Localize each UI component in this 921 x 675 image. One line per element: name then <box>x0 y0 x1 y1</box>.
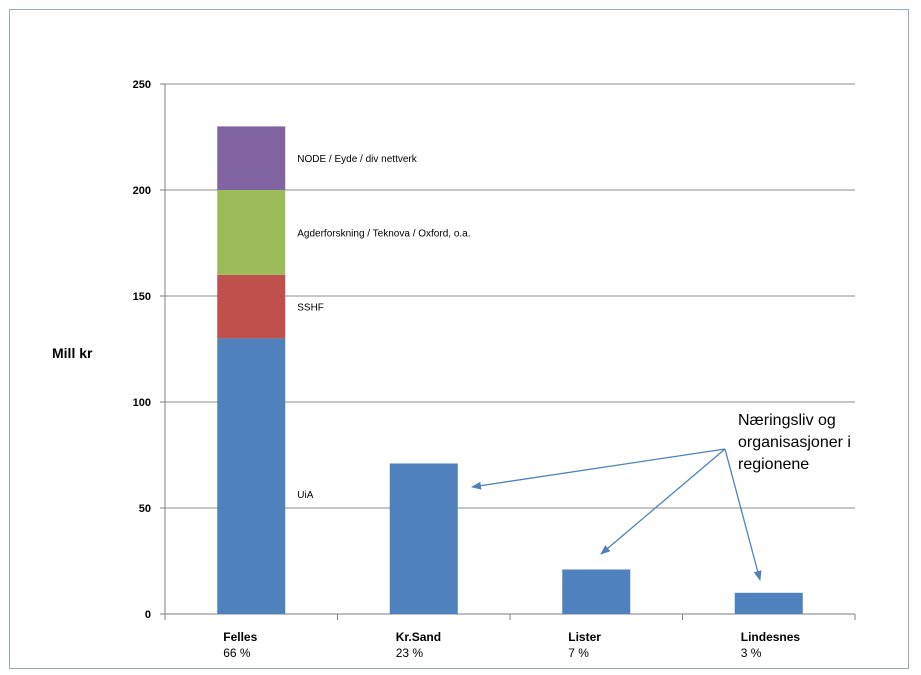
y-tick-label: 150 <box>133 291 151 303</box>
x-category-label: Felles <box>223 630 257 644</box>
segment-label: NODE / Eyde / div nettverk <box>297 154 417 165</box>
y-tick-label: 100 <box>133 397 151 409</box>
annotation-arrow <box>471 448 726 490</box>
annotation-arrow <box>600 448 726 555</box>
bar-krsand <box>389 463 458 614</box>
annotation-arrow <box>724 448 762 581</box>
x-category-label: Kr.Sand <box>396 630 441 644</box>
segment-label: UiA <box>297 490 313 501</box>
annotation-text: Næringsliv og <box>738 412 836 429</box>
y-tick-label: 250 <box>133 79 151 91</box>
bar-segment-sshf <box>217 274 286 339</box>
annotation-text: organisasjoner i <box>738 434 851 451</box>
bar-lister <box>562 569 631 614</box>
y-axis-label: Mill kr <box>52 345 93 361</box>
x-category-percent: 23 % <box>396 646 424 660</box>
y-tick-label: 200 <box>133 185 151 197</box>
x-category-percent: 7 % <box>568 646 589 660</box>
y-tick-label: 0 <box>145 609 151 621</box>
segment-label: SSHF <box>297 303 324 314</box>
bar-segment-node <box>217 126 286 190</box>
x-category-percent: 3 % <box>741 646 762 660</box>
x-category-label: Lister <box>568 630 601 644</box>
x-category-label: Lindesnes <box>741 630 801 644</box>
bar-lindesnes <box>734 592 803 614</box>
bar-segment-uia <box>217 338 286 614</box>
annotation-text: regionene <box>738 456 809 473</box>
bar-segment-agderforskning <box>217 190 286 275</box>
segment-label: Agderforskning / Teknova / Oxford, o.a. <box>297 228 470 239</box>
chart-frame <box>9 9 909 669</box>
x-category-percent: 66 % <box>223 646 251 660</box>
y-tick-label: 50 <box>139 503 151 515</box>
